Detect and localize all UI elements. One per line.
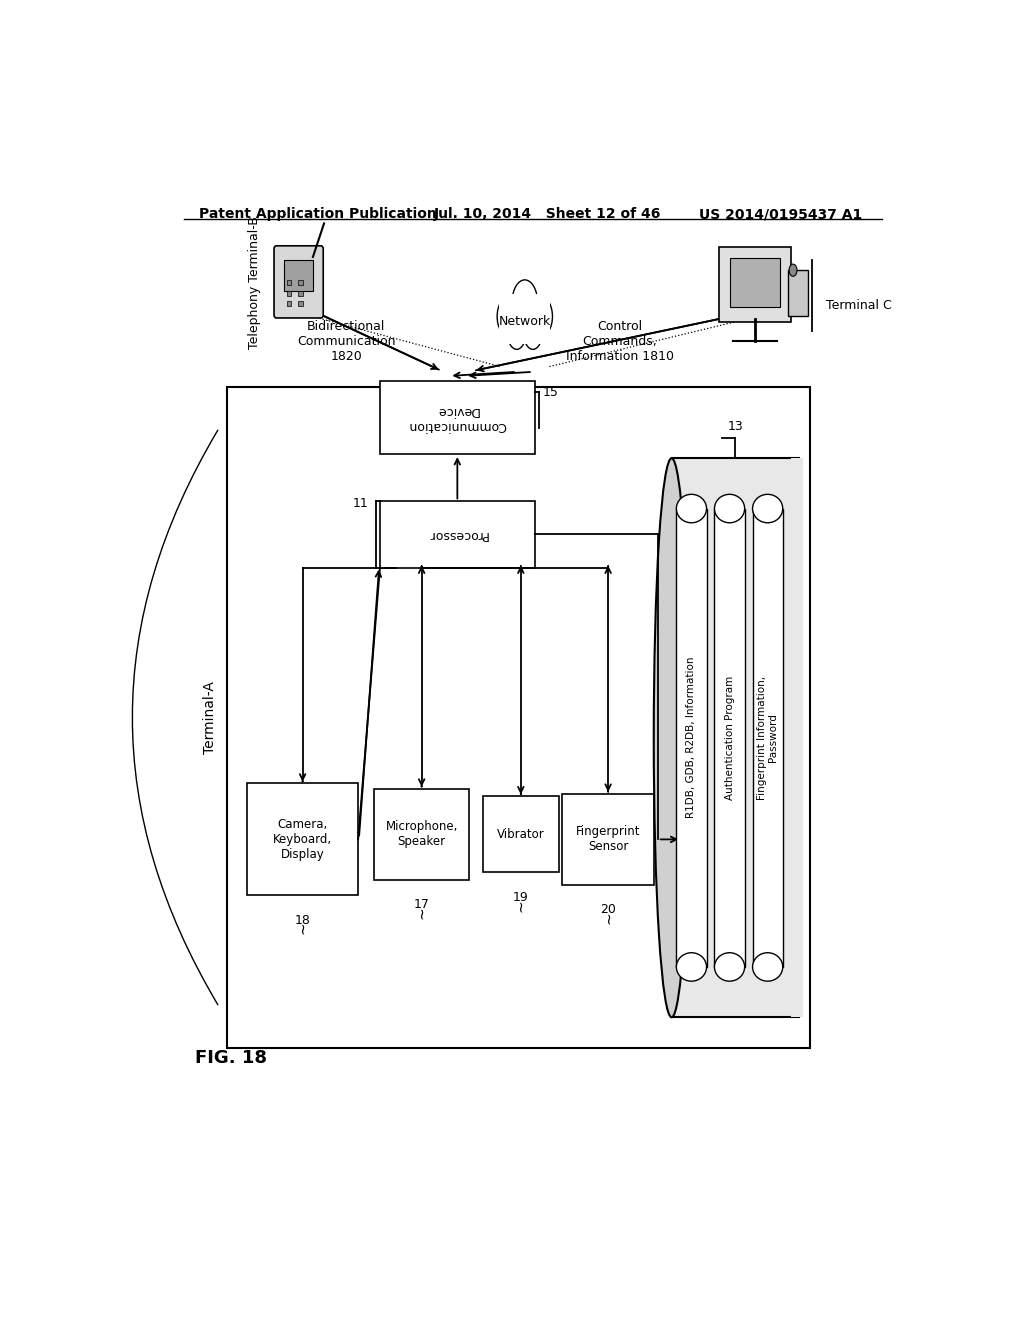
FancyBboxPatch shape xyxy=(791,458,803,1018)
Text: Telephony Terminal-B: Telephony Terminal-B xyxy=(249,216,261,348)
Text: 13: 13 xyxy=(727,420,743,433)
Ellipse shape xyxy=(790,264,797,276)
FancyBboxPatch shape xyxy=(298,290,303,296)
Text: ~: ~ xyxy=(513,899,528,912)
Ellipse shape xyxy=(507,314,526,350)
Ellipse shape xyxy=(523,314,543,350)
Ellipse shape xyxy=(753,494,782,523)
Ellipse shape xyxy=(677,953,707,981)
Text: Patent Application Publication: Patent Application Publication xyxy=(200,207,437,222)
Text: Processor: Processor xyxy=(427,528,487,541)
FancyBboxPatch shape xyxy=(287,290,292,296)
Ellipse shape xyxy=(715,953,744,981)
Text: Authentication Program: Authentication Program xyxy=(725,676,734,800)
Text: Microphone,
Speaker: Microphone, Speaker xyxy=(385,820,458,849)
Ellipse shape xyxy=(530,297,553,335)
FancyBboxPatch shape xyxy=(298,280,303,285)
Ellipse shape xyxy=(497,297,519,335)
Text: 15: 15 xyxy=(543,385,558,399)
Text: Vibrator: Vibrator xyxy=(497,828,545,841)
FancyBboxPatch shape xyxy=(753,508,782,968)
Text: 11: 11 xyxy=(352,498,368,511)
FancyBboxPatch shape xyxy=(715,508,744,968)
FancyBboxPatch shape xyxy=(287,301,292,306)
Text: Terminal C: Terminal C xyxy=(826,300,892,313)
Text: Jul. 10, 2014   Sheet 12 of 46: Jul. 10, 2014 Sheet 12 of 46 xyxy=(433,207,660,222)
Text: Fingerprint
Sensor: Fingerprint Sensor xyxy=(575,825,640,854)
FancyBboxPatch shape xyxy=(274,246,324,318)
Text: Control
Commands,
Information 1810: Control Commands, Information 1810 xyxy=(566,319,674,363)
FancyBboxPatch shape xyxy=(287,280,292,285)
Text: Fingerprint Information,
Password: Fingerprint Information, Password xyxy=(757,676,778,800)
Text: US 2014/0195437 A1: US 2014/0195437 A1 xyxy=(699,207,862,222)
FancyBboxPatch shape xyxy=(499,293,551,345)
FancyBboxPatch shape xyxy=(729,257,780,306)
Ellipse shape xyxy=(653,458,689,1018)
Text: Terminal-A: Terminal-A xyxy=(203,681,217,754)
Text: Network: Network xyxy=(499,314,551,327)
FancyBboxPatch shape xyxy=(298,301,303,306)
Text: Communication
Device: Communication Device xyxy=(409,404,507,432)
FancyBboxPatch shape xyxy=(483,796,558,873)
Text: Camera,
Keyboard,
Display: Camera, Keyboard, Display xyxy=(273,818,332,861)
FancyBboxPatch shape xyxy=(374,788,469,880)
FancyBboxPatch shape xyxy=(788,271,808,315)
FancyBboxPatch shape xyxy=(719,247,791,322)
Text: 17: 17 xyxy=(414,899,430,911)
Ellipse shape xyxy=(753,953,782,981)
Ellipse shape xyxy=(715,494,744,523)
FancyBboxPatch shape xyxy=(380,381,535,454)
FancyBboxPatch shape xyxy=(285,260,313,290)
FancyBboxPatch shape xyxy=(380,502,535,568)
Text: Bidirectional
Communication
1820: Bidirectional Communication 1820 xyxy=(297,319,395,363)
Ellipse shape xyxy=(512,280,538,326)
Text: 19: 19 xyxy=(513,891,528,904)
Text: 20: 20 xyxy=(600,903,616,916)
FancyBboxPatch shape xyxy=(247,784,358,895)
FancyBboxPatch shape xyxy=(227,387,811,1048)
Text: 18: 18 xyxy=(295,913,310,927)
FancyBboxPatch shape xyxy=(677,508,707,968)
Text: R1DB, GDB, R2DB, Information: R1DB, GDB, R2DB, Information xyxy=(686,657,696,818)
FancyBboxPatch shape xyxy=(672,458,799,1018)
Text: ~: ~ xyxy=(601,912,615,924)
Ellipse shape xyxy=(677,494,707,523)
FancyBboxPatch shape xyxy=(562,793,653,886)
Text: ~: ~ xyxy=(414,907,429,919)
Text: ~: ~ xyxy=(295,921,310,935)
Text: FIG. 18: FIG. 18 xyxy=(196,1049,267,1067)
